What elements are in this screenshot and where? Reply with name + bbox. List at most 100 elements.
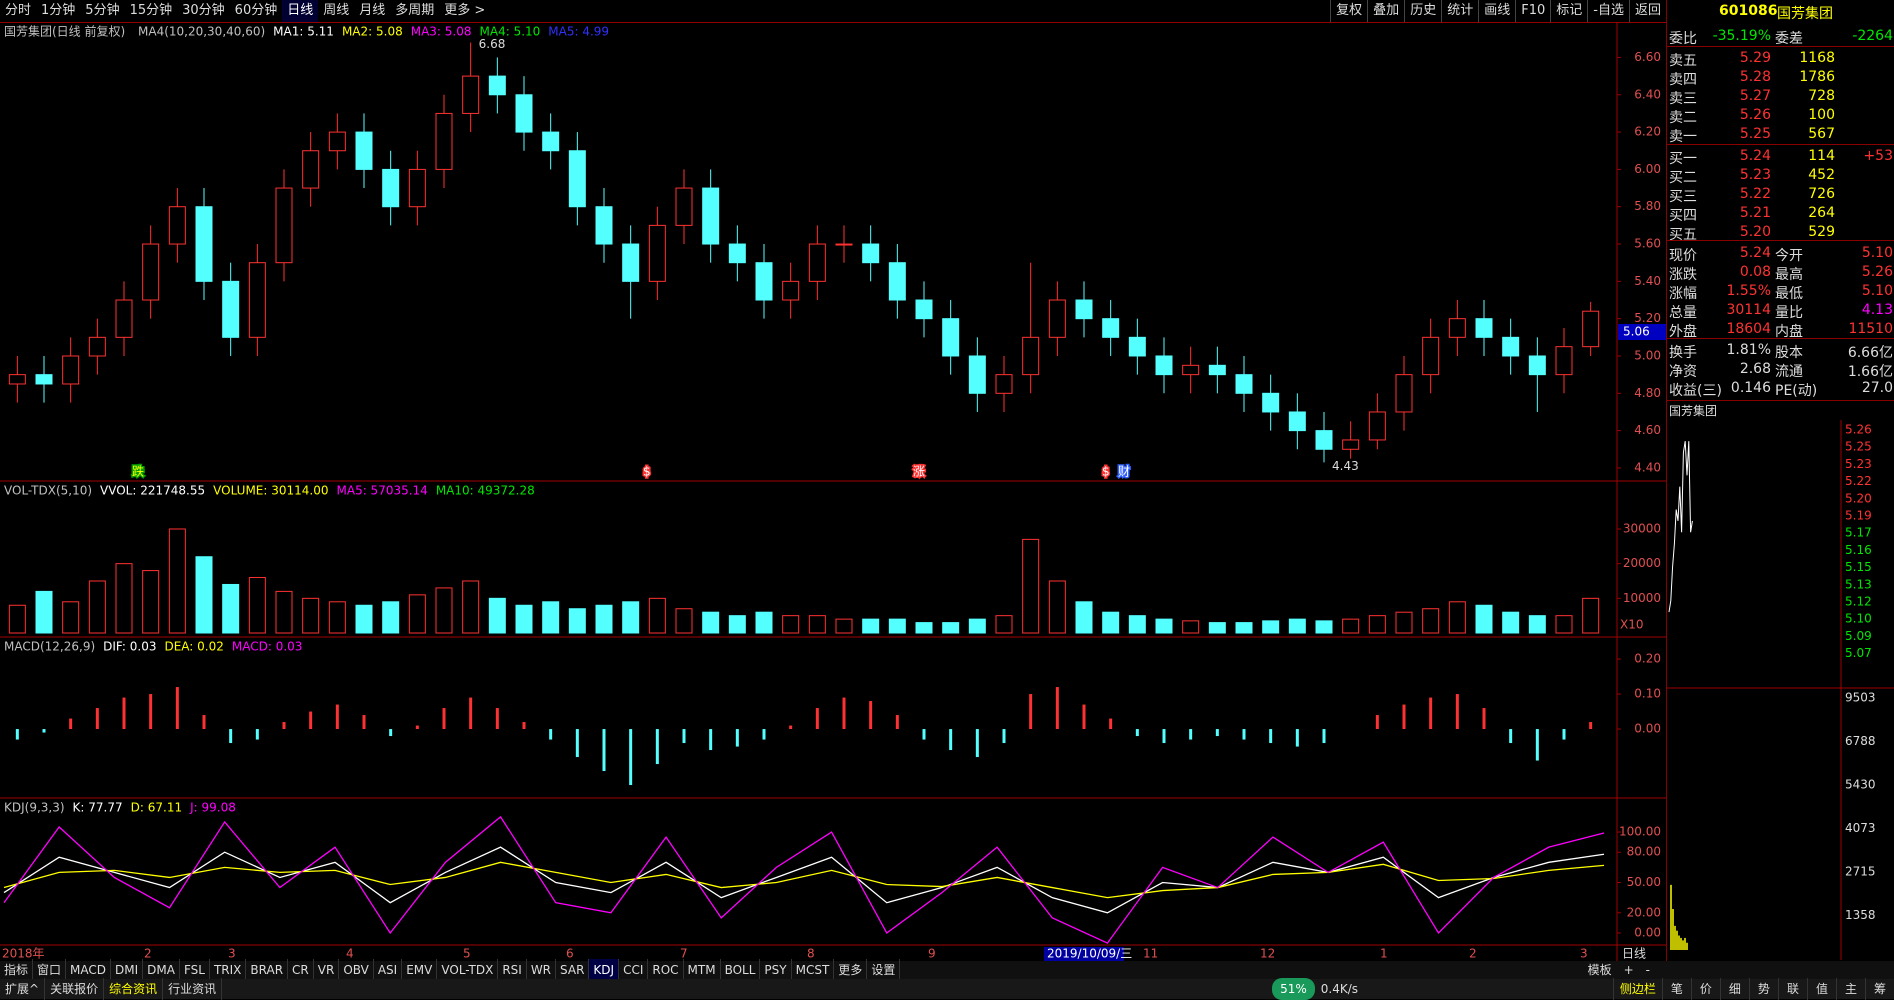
side-tab[interactable]: 主 <box>1835 978 1865 1000</box>
candle-body <box>648 224 666 282</box>
price: 5.25 <box>1739 126 1771 142</box>
template-button[interactable]: - <box>1645 963 1650 977</box>
info-tab[interactable]: 综合资讯 <box>104 978 164 1000</box>
volume-bar <box>1342 618 1360 634</box>
side-tab[interactable]: 笔 <box>1661 978 1691 1000</box>
y-tick-label: 6.40 <box>1634 87 1661 101</box>
indicator-tab[interactable]: DMA <box>143 959 180 981</box>
tool-button[interactable]: 返回 <box>1628 0 1666 22</box>
info-tab[interactable]: 关联报价 <box>45 978 105 1000</box>
volume-bar <box>915 622 933 634</box>
mini-price-label: 5.15 <box>1845 560 1872 574</box>
indicator-tab[interactable]: CR <box>288 959 314 981</box>
indicator-tab[interactable]: 更多 <box>834 959 868 981</box>
info-tab[interactable]: 扩展^ <box>0 978 46 1000</box>
indicator-tab[interactable]: MACD <box>66 959 112 981</box>
candle-body <box>168 206 186 245</box>
template-button[interactable]: 模板 <box>1587 963 1612 977</box>
indicator-tab[interactable]: FSL <box>180 959 210 981</box>
period-tab[interactable]: 分时 <box>5 3 32 18</box>
side-tab[interactable]: 联 <box>1777 978 1807 1000</box>
period-tab[interactable]: 更多 > <box>444 3 486 18</box>
indicator-tab[interactable]: CCI <box>619 959 649 981</box>
side-tab[interactable]: 值 <box>1806 978 1836 1000</box>
y-tick-label: 100.00 <box>1619 825 1661 839</box>
tool-button[interactable]: 叠加 <box>1367 0 1404 22</box>
label: 最高 <box>1775 267 1803 283</box>
period-tab[interactable]: 日线 <box>282 0 319 22</box>
y-tick-label: 50.00 <box>1627 875 1661 889</box>
value: 0.08 <box>1739 264 1771 280</box>
candle-body <box>568 150 586 208</box>
tool-button[interactable]: 画线 <box>1478 0 1515 22</box>
side-tab[interactable]: 侧边栏 <box>1612 978 1662 1000</box>
volume-bar <box>222 583 240 634</box>
volume-bar <box>808 615 826 634</box>
period-tab[interactable]: 月线 <box>359 3 386 18</box>
indicator-tab[interactable]: SAR <box>556 959 590 981</box>
period-tab[interactable]: 60分钟 <box>234 3 278 18</box>
mini-volume-label: 4073 <box>1845 821 1876 835</box>
volume-bar <box>8 604 26 634</box>
indicator-tab[interactable]: MCST <box>792 959 835 981</box>
period-tab[interactable]: 15分钟 <box>129 3 173 18</box>
candle-body <box>1235 374 1253 394</box>
volume-bar <box>862 618 880 634</box>
indicator-tab[interactable]: BOLL <box>721 959 761 981</box>
volume-bar <box>115 563 133 634</box>
candle-body <box>1262 392 1280 413</box>
indicator-tab[interactable]: 设置 <box>867 959 901 981</box>
candle-body <box>1288 411 1306 432</box>
tool-button[interactable]: 标记 <box>1550 0 1587 22</box>
period-tab[interactable]: 5分钟 <box>85 3 120 18</box>
candle-body <box>382 168 400 208</box>
volume-bar <box>1075 601 1093 634</box>
label: 量比 <box>1775 305 1803 321</box>
volume-bar <box>1528 615 1546 634</box>
tool-buttons: 复权 叠加 历史 统计 画线 F10 标记 -自选 返回 <box>1330 0 1666 22</box>
volume-bar <box>488 597 506 634</box>
indicator-tab[interactable]: OBV <box>339 959 374 981</box>
indicator-value: MA1: 5.11 <box>273 25 334 39</box>
side-tab[interactable]: 筹 <box>1864 978 1894 1000</box>
tool-button[interactable]: F10 <box>1515 0 1550 22</box>
volume: 1786 <box>1799 69 1835 85</box>
indicator-tab[interactable]: VOL-TDX <box>437 959 499 981</box>
tool-button[interactable]: 统计 <box>1441 0 1478 22</box>
mini-price-label: 5.16 <box>1845 543 1872 557</box>
indicator-tab[interactable]: BRAR <box>246 959 289 981</box>
indicator-tab[interactable]: WR <box>527 959 557 981</box>
indicator-tab[interactable]: VR <box>314 959 340 981</box>
period-tab[interactable]: 周线 <box>323 3 350 18</box>
period-tab[interactable]: 多周期 <box>395 3 435 18</box>
indicator-tab[interactable]: MTM <box>684 959 721 981</box>
indicator-tab[interactable]: TRIX <box>210 959 247 981</box>
indicator-tab[interactable]: RSI <box>498 959 527 981</box>
indicator-tab[interactable]: DMI <box>111 959 144 981</box>
candle-body <box>1048 299 1066 338</box>
value: 4.13 <box>1861 302 1893 318</box>
indicator-tab[interactable]: KDJ <box>589 959 620 981</box>
candle-body <box>1075 299 1093 320</box>
info-tab[interactable]: 行业资讯 <box>163 978 223 1000</box>
event-marker: $ <box>1102 465 1110 479</box>
indicator-tab[interactable]: ASI <box>374 959 403 981</box>
indicator-tab[interactable]: EMV <box>402 959 438 981</box>
candle-body <box>1128 336 1146 357</box>
period-tab[interactable]: 1分钟 <box>41 3 76 18</box>
y-tick-label: 4.80 <box>1634 386 1661 400</box>
tool-button[interactable]: 复权 <box>1330 0 1367 22</box>
indicator-tab[interactable]: 指标 <box>0 959 34 981</box>
template-button[interactable]: + <box>1623 963 1634 977</box>
tool-button[interactable]: 历史 <box>1404 0 1441 22</box>
side-tab[interactable]: 价 <box>1690 978 1720 1000</box>
indicator-tab[interactable]: 窗口 <box>33 959 67 981</box>
indicator-value: VOLUME: 30114.00 <box>213 484 328 498</box>
period-tab[interactable]: 30分钟 <box>182 3 225 18</box>
side-tab[interactable]: 细 <box>1719 978 1749 1000</box>
side-tab[interactable]: 势 <box>1748 978 1778 1000</box>
value: 30114 <box>1726 302 1771 318</box>
indicator-tab[interactable]: PSY <box>760 959 792 981</box>
tool-button[interactable]: -自选 <box>1587 0 1629 22</box>
indicator-tab[interactable]: ROC <box>648 959 684 981</box>
